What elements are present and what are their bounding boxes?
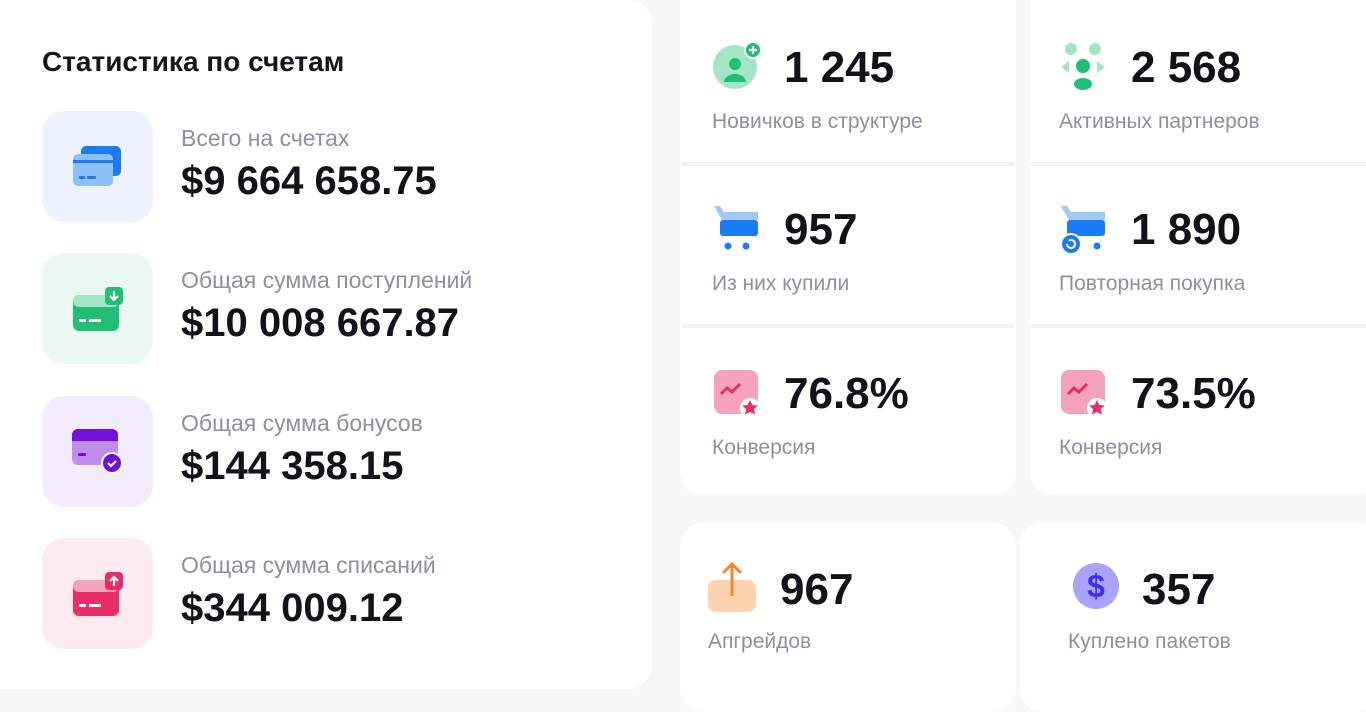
stat-label: Апгрейдов [708, 630, 812, 653]
stat-label: Конверсия [1059, 436, 1163, 459]
account-value: $9 664 658.75 [181, 159, 437, 203]
stat-packages: $ 357 Куплено пакетов [1038, 524, 1366, 674]
cart-repeat-icon [1059, 204, 1109, 255]
accounts-title: Статистика по счетам [42, 46, 345, 77]
stat-label: Куплено пакетов [1068, 630, 1231, 653]
stat-label: Повторная покупка [1059, 272, 1246, 295]
stat-label: Конверсия [712, 436, 816, 459]
stat-value: 957 [784, 205, 858, 254]
account-label: Общая сумма бонусов [181, 410, 423, 436]
card-outgoing-icon [42, 538, 153, 649]
account-total: Всего на счетах $9 664 658.75 [42, 111, 642, 223]
stat-value: 1 890 [1131, 205, 1242, 254]
account-label: Общая сумма поступлений [181, 267, 473, 293]
account-value: $144 358.15 [181, 444, 404, 488]
account-incoming: Общая сумма поступлений $10 008 667.87 [42, 253, 642, 365]
account-label: Общая сумма списаний [181, 552, 436, 578]
upgrade-icon [708, 561, 758, 612]
stat-repeat-purchase: 1 890 Повторная покупка [1029, 164, 1359, 314]
stat-value: 1 245 [784, 43, 895, 92]
group-icon [1059, 42, 1109, 92]
packages-card [1020, 522, 1366, 712]
divider [682, 162, 1014, 166]
stat-active-partners: 2 568 Активных партнеров [1029, 2, 1359, 152]
stat-value: 2 568 [1131, 43, 1242, 92]
stat-upgrades: 967 Апгрейдов [678, 524, 1008, 674]
user-add-icon [712, 41, 762, 92]
divider [1030, 324, 1366, 328]
divider [1030, 162, 1366, 166]
conversion-icon [712, 368, 762, 418]
account-outgoing: Общая сумма списаний $344 009.12 [42, 538, 642, 650]
card-check-icon [42, 396, 153, 507]
cards-icon [42, 111, 153, 222]
account-bonus: Общая сумма бонусов $144 358.15 [42, 396, 642, 508]
stat-label: Новичков в структуре [712, 110, 923, 133]
stat-label: Активных партнеров [1059, 110, 1260, 133]
stat-value: 967 [780, 565, 854, 614]
divider [682, 324, 1014, 328]
stat-value: 73.5% [1131, 369, 1256, 418]
stat-label: Из них купили [712, 272, 850, 295]
stat-newcomers: 1 245 Новичков в структуре [682, 2, 1012, 152]
stat-conversion-2: 73.5% Конверсия [1029, 328, 1359, 478]
svg-text:$: $ [1087, 568, 1105, 604]
conversion-icon [1059, 368, 1109, 418]
account-label: Всего на счетах [181, 125, 350, 151]
accounts-panel: Статистика по счетам Всего на счетах $9 … [0, 0, 652, 689]
dollar-icon: $ [1072, 562, 1122, 612]
stat-value: 76.8% [784, 369, 909, 418]
card-incoming-icon [42, 253, 153, 364]
stat-value: 357 [1142, 565, 1216, 614]
cart-icon [712, 204, 762, 254]
upgrades-card [680, 522, 1016, 712]
account-value: $10 008 667.87 [181, 301, 460, 345]
account-value: $344 009.12 [181, 586, 404, 630]
stat-conversion-1: 76.8% Конверсия [682, 328, 1012, 478]
stat-bought: 957 Из них купили [682, 164, 1012, 314]
